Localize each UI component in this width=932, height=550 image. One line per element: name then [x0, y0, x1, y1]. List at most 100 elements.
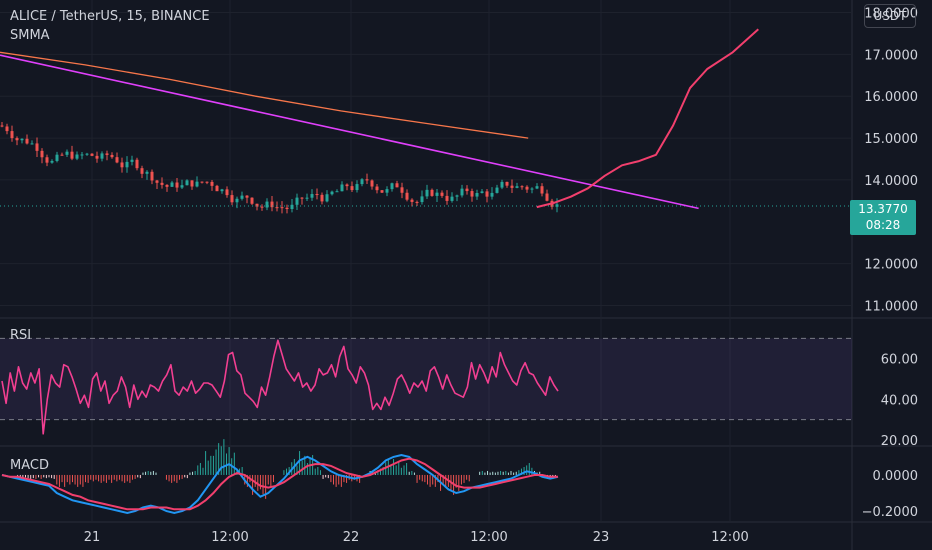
candle-body	[10, 131, 14, 139]
candle-body	[500, 181, 504, 188]
candle-body	[160, 182, 164, 185]
candle-body	[430, 189, 434, 196]
candle-body	[180, 185, 184, 188]
candle-body	[115, 157, 119, 163]
candle-body	[135, 159, 139, 169]
bar-countdown: 08:28	[865, 218, 901, 232]
time-tick-label: 23	[593, 530, 610, 545]
candle-body	[195, 181, 199, 187]
candle-body	[420, 196, 424, 203]
time-tick-label: 12:00	[711, 530, 748, 545]
candle-body	[220, 189, 224, 192]
candle-body	[530, 188, 534, 190]
rsi-legend[interactable]: RSI	[10, 328, 32, 343]
candle-body	[360, 179, 364, 185]
candle-body	[55, 154, 59, 161]
rsi-band-fill	[0, 338, 852, 420]
candle-body	[50, 160, 54, 163]
trend-line	[0, 54, 699, 210]
candle-body	[455, 195, 459, 197]
candle-body	[330, 191, 334, 195]
candle-body	[425, 189, 429, 197]
time-tick-label: 12:00	[470, 530, 507, 545]
candle-body	[335, 191, 339, 193]
candle-body	[25, 138, 29, 144]
candle-body	[250, 197, 254, 204]
indicator-legend-smma[interactable]: SMMA	[10, 28, 50, 43]
candle-body	[75, 154, 79, 159]
candle-body	[310, 194, 314, 198]
time-tick-label: 21	[84, 530, 101, 545]
candle-body	[415, 201, 419, 203]
candle-body	[305, 197, 309, 199]
candle-body	[435, 192, 439, 196]
candle-body	[410, 199, 414, 202]
price-tick-label: 15.0000	[864, 132, 918, 147]
candle-body	[90, 153, 94, 156]
last-price-value: 13.3770	[858, 202, 908, 216]
candle-body	[290, 204, 294, 210]
candle-body	[350, 186, 354, 191]
candle-body	[60, 154, 64, 156]
candle-body	[440, 192, 444, 196]
macd-legend[interactable]: MACD	[10, 458, 49, 473]
price-tick-label: 12.0000	[864, 258, 918, 273]
candle-body	[20, 138, 24, 141]
symbol-title[interactable]: ALICE / TetherUS, 15, BINANCE	[10, 9, 210, 24]
time-tick-label: 22	[343, 530, 360, 545]
candle-body	[150, 171, 154, 181]
candle-body	[125, 161, 129, 168]
candle-body	[510, 185, 514, 188]
candle-body	[265, 201, 269, 208]
candle-body	[520, 186, 524, 188]
price-tick-label: 14.0000	[864, 174, 918, 189]
time-tick-label: 12:00	[211, 530, 248, 545]
candle-body	[315, 194, 319, 196]
candle-body	[185, 180, 189, 186]
candle-body	[230, 195, 234, 203]
candle-body	[275, 207, 279, 209]
candle-body	[535, 186, 539, 189]
candle-body	[370, 180, 374, 187]
price-tick-label: 17.0000	[864, 48, 918, 63]
candle-body	[545, 193, 549, 201]
rsi-tick-label: 40.00	[881, 393, 918, 408]
price-tick-label: 16.0000	[864, 90, 918, 105]
macd-tick-label: 0.0000	[873, 469, 919, 484]
candle-body	[30, 143, 34, 145]
candle-body	[385, 189, 389, 193]
candle-body	[155, 180, 159, 183]
candle-body	[240, 195, 244, 199]
candle-body	[205, 181, 209, 183]
signal-line	[1, 457, 558, 511]
candle-body	[130, 159, 134, 162]
candle-body	[45, 157, 49, 163]
candle-body	[540, 186, 544, 194]
candle-body	[485, 191, 489, 197]
candle-body	[340, 184, 344, 192]
macd-tick-label: −0.2000	[862, 505, 918, 520]
candle-body	[140, 168, 144, 174]
candle-body	[70, 151, 74, 159]
rsi-tick-label: 20.00	[881, 434, 918, 449]
candle-body	[0, 125, 4, 127]
candle-body	[480, 191, 484, 194]
candle-body	[505, 181, 509, 186]
candle-body	[445, 195, 449, 201]
candle-body	[465, 188, 469, 192]
candle-body	[85, 153, 89, 155]
candle-body	[165, 184, 169, 187]
price-tick-label: 11.0000	[864, 299, 918, 314]
candle-body	[390, 183, 394, 190]
candle-body	[200, 181, 204, 183]
candle-body	[35, 143, 39, 151]
candle-body	[345, 184, 349, 187]
candle-body	[5, 126, 9, 132]
candle-body	[515, 186, 519, 188]
currency-badge[interactable]: USDT	[864, 4, 916, 28]
candle-body	[270, 201, 274, 208]
candle-body	[375, 186, 379, 191]
candle-body	[175, 182, 179, 188]
